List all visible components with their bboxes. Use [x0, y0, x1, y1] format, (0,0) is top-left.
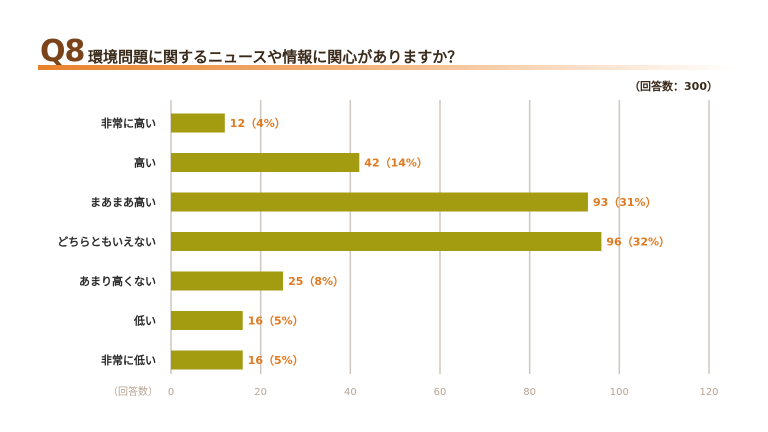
- question-number: Q8: [40, 34, 85, 69]
- respondent-count: （回答数：300）: [629, 80, 718, 93]
- category-label: どちらともいえない: [57, 236, 156, 249]
- bar: [171, 113, 225, 133]
- category-label: あまり高くない: [79, 274, 156, 288]
- category-label: まあまあ高い: [90, 195, 156, 209]
- x-tick-label: 20: [254, 387, 267, 398]
- x-tick-label: 120: [699, 387, 718, 398]
- value-label: 96（32%）: [606, 236, 670, 249]
- category-label: 非常に高い: [101, 116, 156, 130]
- bar: [171, 232, 602, 251]
- x-axis-ticks: 0 20 40 60 80 100 120 （回答数）: [108, 385, 719, 398]
- labels: 非常に高い 12（4%） 高い 42（14%） まあまあ高い 93（31%） どちらともいえ…: [57, 116, 670, 367]
- category-label: 低い: [133, 314, 156, 328]
- x-tick-label: 100: [610, 387, 629, 398]
- question-title: 環境問題に関するニュースや情報に関心がありますか？: [88, 48, 463, 66]
- bar: [171, 192, 588, 212]
- value-label: 42（14%）: [364, 157, 428, 170]
- x-axis-label: （回答数）: [108, 385, 158, 398]
- title-underline: [38, 65, 738, 70]
- value-label: 16（5%）: [248, 315, 304, 328]
- x-tick-label: 0: [168, 387, 174, 398]
- bar: [171, 153, 360, 172]
- x-tick-label: 80: [523, 387, 536, 398]
- bar: [171, 271, 284, 291]
- x-tick-label: 60: [434, 387, 447, 398]
- value-label: 93（31%）: [593, 196, 657, 209]
- bars: [171, 113, 602, 370]
- value-label: 12（4%）: [230, 117, 286, 130]
- value-label: 16（5%）: [248, 354, 304, 367]
- bar: [171, 350, 243, 370]
- bar: [171, 311, 243, 330]
- category-label: 高い: [134, 156, 156, 170]
- x-tick-label: 40: [344, 387, 357, 398]
- category-label: 非常に低い: [101, 353, 156, 367]
- value-label: 25（8%）: [288, 275, 344, 288]
